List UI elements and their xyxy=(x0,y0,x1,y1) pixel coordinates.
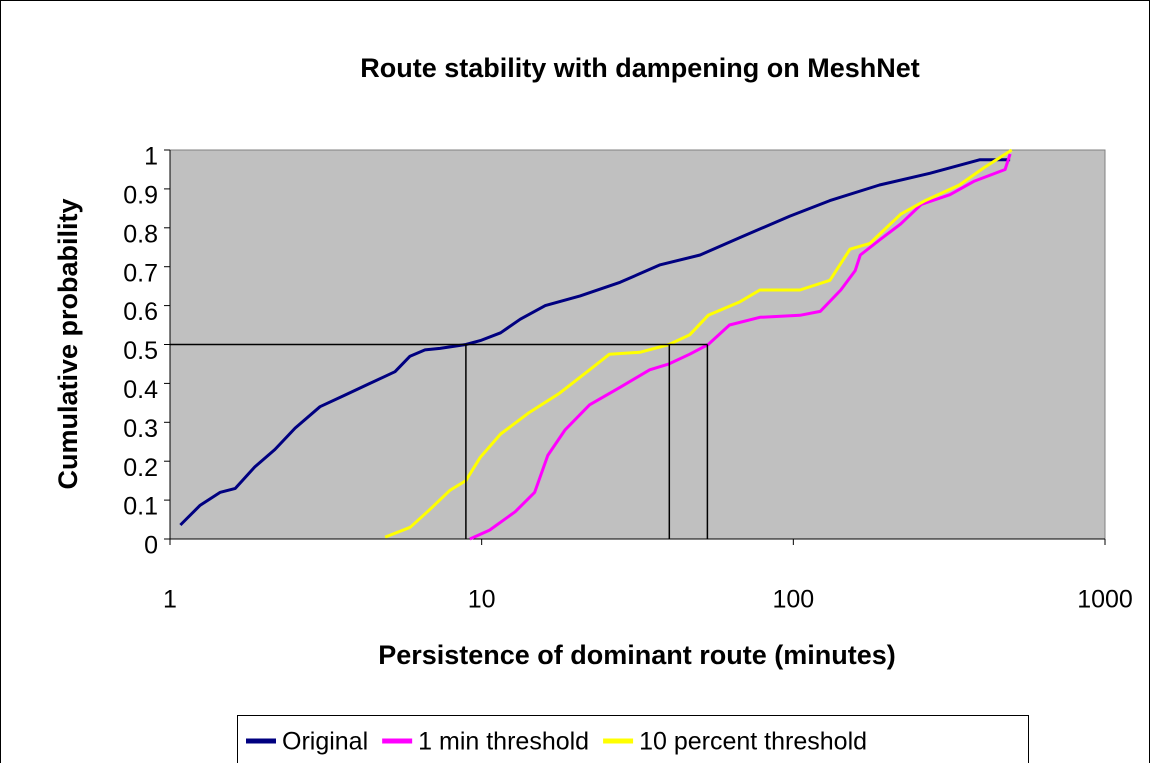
y-tick-label: 0.5 xyxy=(123,337,158,365)
x-axis-title: Persistence of dominant route (minutes) xyxy=(378,640,896,670)
x-tick-label: 10 xyxy=(468,586,496,614)
legend: Original 1 min threshold 10 percent thresh… xyxy=(237,715,1029,763)
y-tick-label: 0.1 xyxy=(123,493,158,521)
y-tick-label: 0 xyxy=(144,532,158,560)
legend-label: Original xyxy=(282,728,368,756)
x-tick-label: 1000 xyxy=(1077,586,1133,614)
x-tick-label: 100 xyxy=(772,586,814,614)
legend-label: 1 min threshold xyxy=(418,728,589,756)
data-line xyxy=(469,153,1012,541)
legend-label: 10 percent threshold xyxy=(639,728,867,756)
x-tick-label: 1 xyxy=(163,586,177,614)
y-tick-label: 1 xyxy=(144,143,158,171)
data-line xyxy=(384,148,1013,539)
y-tick-label: 0.8 xyxy=(123,220,158,248)
y-tick-label: 0.3 xyxy=(123,415,158,443)
data-line xyxy=(179,158,1011,527)
y-tick-label: 0.6 xyxy=(123,298,158,326)
y-tick-label: 0.7 xyxy=(123,259,158,287)
y-tick-label: 0.4 xyxy=(123,376,158,404)
chart-title: Route stability with dampening on MeshNe… xyxy=(360,53,920,83)
y-tick-label: 0.9 xyxy=(123,182,158,210)
y-tick-label: 0.2 xyxy=(123,454,158,482)
y-axis-title: Cumulative probability xyxy=(53,198,83,489)
